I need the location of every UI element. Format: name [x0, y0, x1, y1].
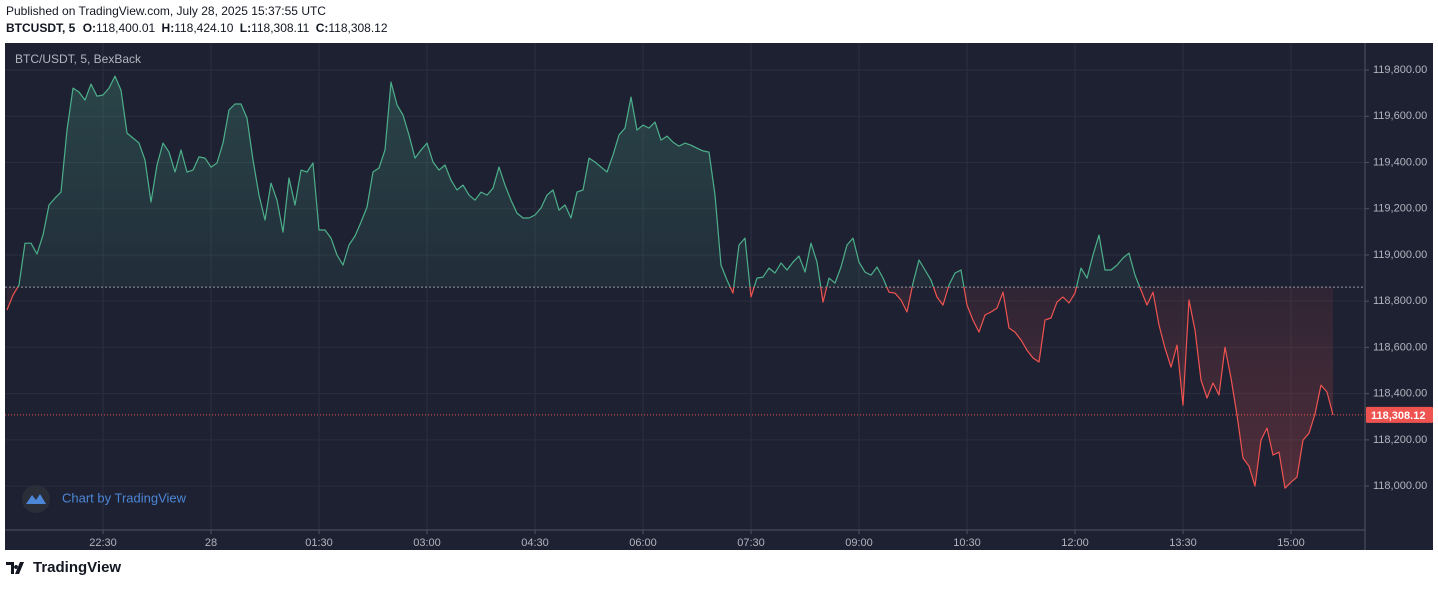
- watermark-icon: [22, 485, 50, 513]
- y-tick-label: 119,200.00: [1373, 203, 1427, 215]
- ohlc-label: O:: [83, 21, 96, 35]
- x-tick-label: 04:30: [521, 537, 549, 549]
- x-tick-label: 15:00: [1277, 537, 1305, 549]
- ohlc-value: 118,308.11: [251, 21, 310, 35]
- x-tick-label: 03:00: [413, 537, 441, 549]
- ohlc-value: 118,308.12: [328, 21, 387, 35]
- baseline-fill: [7, 76, 1333, 489]
- footer-logo: TradingView: [6, 559, 121, 576]
- ohlc-label: L:: [240, 21, 251, 35]
- x-tick-label: 01:30: [305, 537, 333, 549]
- legend: BTC/USDT, 5, BexBack: [15, 52, 142, 66]
- ohlc-label: C:: [316, 21, 329, 35]
- ohlc-label: H:: [162, 21, 175, 35]
- x-tick-label: 10:30: [953, 537, 981, 549]
- y-tick-label: 118,800.00: [1373, 295, 1427, 307]
- watermark: Chart by TradingView: [22, 485, 187, 513]
- watermark-glyph: [26, 494, 46, 504]
- y-tick-label: 118,200.00: [1373, 434, 1427, 446]
- x-tick-label: 12:00: [1061, 537, 1089, 549]
- y-tick-label: 119,000.00: [1373, 249, 1427, 261]
- symbol: BTCUSDT, 5: [6, 21, 76, 35]
- y-tick-label: 119,400.00: [1373, 156, 1427, 168]
- ohlc-value: 118,424.10: [174, 21, 233, 35]
- plot: [5, 75, 1365, 489]
- x-tick-label: 06:00: [629, 537, 657, 549]
- y-tick-label: 119,800.00: [1373, 64, 1427, 76]
- price-label-box: [1366, 406, 1433, 423]
- x-tick-label: 22:30: [89, 537, 117, 549]
- y-tick-label: 118,600.00: [1373, 341, 1427, 353]
- brand: TradingView: [33, 559, 121, 576]
- published-note: Published on TradingView.com, July 28, 2…: [6, 4, 326, 18]
- y-tick-label: 118,400.00: [1373, 388, 1427, 400]
- price-label: 118,308.12: [1371, 410, 1425, 422]
- x-tick-label: 13:30: [1169, 537, 1197, 549]
- x-tick-label: 07:30: [737, 537, 765, 549]
- symbol-header: BTCUSDT, 5 O:118,400.01 H:118,424.10 L:1…: [6, 21, 388, 35]
- y-tick-label: 118,000.00: [1373, 480, 1427, 492]
- ohlc-value: 118,400.01: [96, 21, 155, 35]
- logo-icon: [6, 562, 24, 574]
- axes: 118,000.00 118,200.00 118,400.00 118,600.00…: [89, 64, 1433, 549]
- price-line: [6, 75, 1334, 489]
- x-tick-label: 28: [205, 537, 217, 549]
- y-tick-label: 119,600.00: [1373, 110, 1427, 122]
- watermark-text: Chart by TradingView: [62, 490, 187, 505]
- x-tick-label: 09:00: [845, 537, 873, 549]
